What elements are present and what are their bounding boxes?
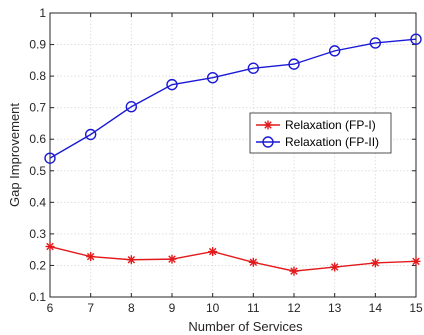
star-stroke bbox=[86, 252, 95, 261]
axes bbox=[49, 12, 417, 298]
y-tick-label: 0.4 bbox=[29, 195, 46, 209]
x-tick-label: 9 bbox=[169, 301, 176, 315]
legend-item: Relaxation (FP-II) bbox=[256, 135, 379, 149]
star-stroke bbox=[249, 258, 258, 267]
x-tick-label: 10 bbox=[206, 301, 220, 315]
legend-label: Relaxation (FP-I) bbox=[285, 118, 376, 132]
data-point bbox=[126, 255, 136, 265]
legend-item: Relaxation (FP-I) bbox=[256, 118, 376, 132]
y-tick-label: 0.1 bbox=[29, 290, 46, 304]
star-stroke bbox=[168, 255, 176, 263]
series-group bbox=[44, 33, 422, 276]
y-tick-label: 0.9 bbox=[29, 38, 46, 52]
star-stroke bbox=[290, 267, 298, 275]
legend-marker bbox=[262, 136, 274, 148]
data-point bbox=[166, 78, 178, 91]
data-point bbox=[206, 71, 219, 84]
legend-label: Relaxation (FP-II) bbox=[285, 135, 379, 149]
star-stroke bbox=[46, 242, 54, 251]
y-tick-label: 0.6 bbox=[29, 132, 46, 146]
x-tick-label: 8 bbox=[128, 301, 135, 315]
y-tick-label: 0.7 bbox=[29, 101, 46, 115]
x-tick-label: 12 bbox=[287, 301, 301, 315]
data-point bbox=[208, 247, 218, 257]
data-point bbox=[328, 45, 341, 57]
legend-box bbox=[249, 112, 392, 154]
star-stroke bbox=[412, 257, 420, 266]
y-tick-label: 0.5 bbox=[29, 164, 46, 178]
star-stroke bbox=[371, 259, 380, 267]
x-tick-label: 6 bbox=[47, 301, 54, 315]
legend-marker bbox=[263, 120, 273, 130]
grid bbox=[50, 13, 416, 297]
data-point bbox=[247, 62, 260, 74]
series-2 bbox=[44, 33, 422, 164]
series-line bbox=[49, 245, 417, 272]
series-1 bbox=[45, 242, 421, 276]
data-point bbox=[248, 257, 258, 267]
plot-frame bbox=[49, 12, 417, 298]
data-point bbox=[84, 128, 97, 141]
data-point bbox=[411, 256, 421, 266]
x-tick-label: 11 bbox=[247, 301, 260, 315]
data-point bbox=[410, 33, 422, 45]
plot-background bbox=[50, 13, 416, 297]
y-axis-title: Gap Improvement bbox=[7, 103, 22, 207]
x-axis-title: Number of Services bbox=[188, 319, 303, 334]
y-tick-label: 0.2 bbox=[29, 258, 46, 272]
data-point bbox=[370, 258, 380, 268]
x-tick-label: 15 bbox=[409, 301, 423, 315]
data-point bbox=[44, 152, 56, 164]
x-tick-label: 13 bbox=[328, 301, 342, 315]
star-stroke bbox=[208, 247, 217, 256]
series-line bbox=[49, 38, 417, 159]
x-tick-label: 14 bbox=[369, 301, 383, 315]
data-point bbox=[125, 101, 138, 113]
data-point bbox=[330, 262, 340, 272]
x-tick-label: 7 bbox=[87, 301, 94, 315]
data-point bbox=[86, 252, 96, 262]
data-point bbox=[288, 58, 300, 70]
star-stroke bbox=[264, 121, 272, 129]
tick-labels: 6 7 8 9 10 11 12 13 14 15 0.1 0.2 0.3 0.4 0.5 0.6 0.7 0.8… bbox=[29, 6, 423, 315]
legend: Relaxation (FP-I) Relaxation (FP-II) bbox=[249, 112, 392, 154]
data-point bbox=[369, 37, 382, 49]
y-tick-label: 0.8 bbox=[29, 69, 46, 83]
y-tick-label: 0.3 bbox=[29, 227, 46, 241]
data-point bbox=[45, 242, 55, 252]
star-stroke bbox=[330, 263, 339, 271]
y-tick-label: 1 bbox=[39, 6, 46, 20]
star-stroke bbox=[127, 256, 136, 264]
data-point bbox=[167, 254, 177, 264]
data-point bbox=[289, 266, 299, 276]
